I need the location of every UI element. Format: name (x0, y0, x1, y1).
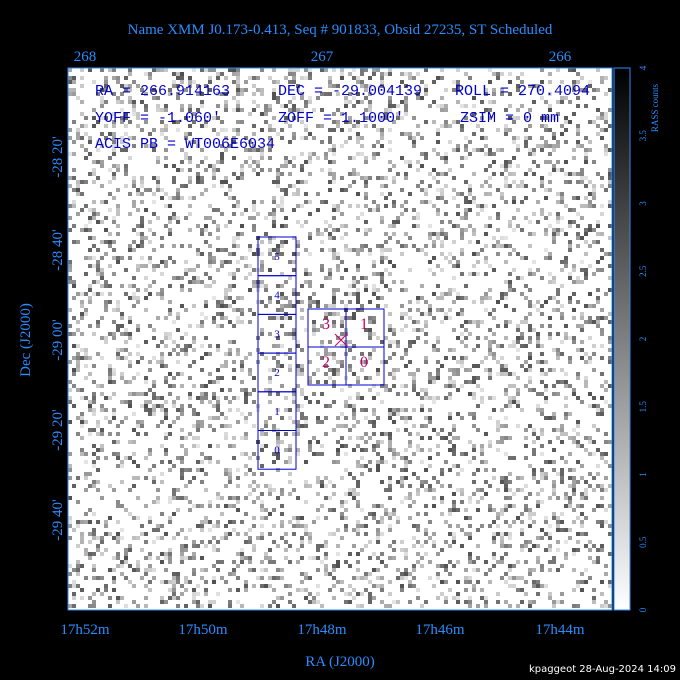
s-chip-label: 5 (274, 251, 280, 263)
top-tick-label: 266 (549, 49, 572, 65)
bottom-tick-label: 17h44m (535, 622, 585, 638)
colorbar-tick-label: 2 (638, 337, 648, 342)
bottom-tick-label: 17h46m (415, 622, 465, 638)
top-axis: 268 267 266 (74, 49, 572, 65)
s-chip-label: 0 (274, 445, 280, 457)
left-tick-label: -29 00' (50, 319, 66, 361)
colorbar-tick-label: 0.5 (638, 536, 648, 548)
s-chip-label: 3 (274, 328, 280, 340)
colorbar-label: RASS counts (650, 83, 660, 132)
top-tick-label: 267 (311, 49, 334, 65)
s-chip (257, 430, 297, 470)
annotation: ROLL = 270.4094 (455, 83, 590, 100)
bottom-tick-label: 17h50m (178, 622, 228, 638)
annotation: ZOFF = 1.1000' (278, 110, 404, 127)
colorbar-tick-label: 3.5 (638, 130, 648, 142)
acis-chips: 5 4 3 2 1 0 3 1 2 0 (257, 236, 385, 470)
title: Name XMM J0.173-0.413, Seq # 901833, Obs… (128, 22, 553, 38)
pointing-marker (334, 333, 348, 347)
i-chip-label: 3 (322, 316, 330, 333)
colorbar-tick-label: 1.5 (638, 401, 648, 413)
colorbar-ticks: 0 0.5 1 1.5 2 2.5 3 3.5 4 (638, 65, 648, 612)
top-tick-label: 268 (74, 49, 97, 65)
left-tick-label: -29 20' (50, 409, 66, 451)
i-chip-label: 0 (360, 354, 368, 371)
colorbar (613, 67, 631, 611)
rass-image (68, 68, 612, 608)
bottom-axis: 17h52m 17h50m 17h48m 17h46m 17h44m (60, 622, 585, 638)
s-chip-label: 1 (274, 406, 280, 418)
annotations: RA = 266.914163 DEC = -29.004139 ROLL = 27… (95, 83, 590, 153)
i-chip-label: 1 (360, 316, 368, 333)
annotation: ACIS PB = WT006E6034 (95, 136, 275, 153)
annotation: RA = 266.914163 (95, 83, 230, 100)
colorbar-tick-label: 1 (638, 472, 648, 477)
annotation: ZSIM = 0 mm (460, 110, 559, 127)
left-tick-label: -28 20' (50, 136, 66, 178)
colorbar-tick-label: 0 (638, 607, 648, 612)
s-chip-label: 4 (274, 290, 280, 302)
annotation: YOFF = -1.060' (95, 110, 221, 127)
bottom-tick-label: 17h48m (297, 622, 347, 638)
s-chip-label: 2 (274, 367, 280, 379)
i-chip (345, 346, 385, 386)
annotation: DEC = -29.004139 (278, 83, 422, 100)
i-chip-label: 2 (322, 354, 330, 371)
bottom-tick-label: 17h52m (60, 622, 110, 638)
y-axis-label: Dec (J2000) (18, 303, 34, 377)
colorbar-tick-label: 3 (638, 201, 648, 206)
plot-frame (67, 67, 613, 611)
x-axis-label: RA (J2000) (305, 654, 375, 670)
left-tick-label: -29 40' (50, 499, 66, 541)
left-tick-label: -28 40' (50, 229, 66, 271)
left-axis: -28 20' -28 40' -29 00' -29 20' -29 40' (50, 136, 66, 541)
colorbar-tick-label: 4 (638, 65, 648, 70)
colorbar-tick-label: 2.5 (638, 265, 648, 277)
footer: kpaggeot 28-Aug-2024 14:09 (529, 664, 676, 675)
